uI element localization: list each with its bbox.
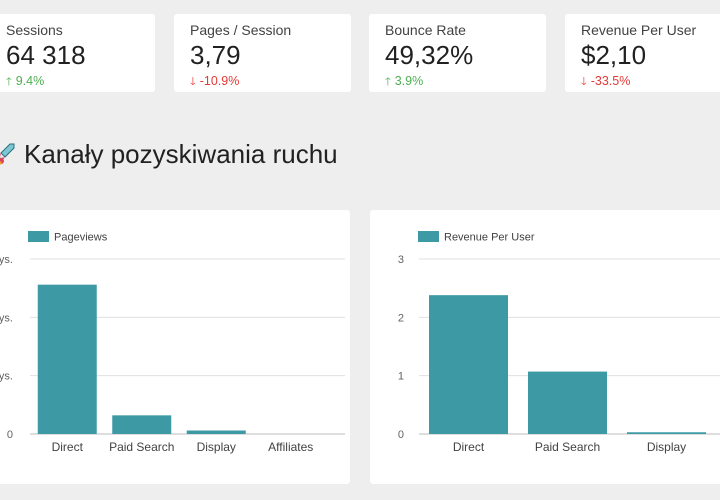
pageviews-bar-chart: Pageviews 0 0 tys. 0 tys. 0 tys. Direct Paid … <box>0 231 345 454</box>
kpi-label: Pages / Session <box>190 22 292 38</box>
kpi-card-revenue-per-user[interactable]: Revenue Per User $2,10 🡓 -33.5% <box>565 14 720 92</box>
arrow-down-icon: 🡓 <box>581 76 587 88</box>
kpi-delta: 🡓 -33.5% <box>581 73 714 90</box>
kpi-delta-value: -33.5% <box>590 74 631 88</box>
x-category-label: Affiliates <box>268 440 313 454</box>
x-category-label: Paid Search <box>535 440 600 454</box>
y-tick-label: 3 <box>398 254 404 266</box>
kpi-delta-value: 3.9% <box>394 74 424 88</box>
kpi-delta-value: -10.9% <box>199 74 240 88</box>
kpi-delta: 🡓 -10.9% <box>190 73 335 90</box>
arrow-down-icon: 🡓 <box>190 76 196 88</box>
kpi-label: Revenue Per User <box>581 22 697 38</box>
kpi-value: 64 318 <box>6 40 86 70</box>
kpi-card-sessions[interactable]: Sessions 64 318 🡑 9.4% <box>0 14 155 92</box>
arrow-up-icon: 🡑 <box>6 76 12 88</box>
x-category-label: Direct <box>453 440 485 454</box>
kpi-delta: 🡑 3.9% <box>385 73 530 90</box>
y-tick-label: 0 <box>398 429 404 441</box>
legend-label: Pageviews <box>54 232 108 244</box>
y-tick-label: 0 tys. <box>0 371 13 383</box>
kpi-value: 49,32% <box>385 40 474 70</box>
arrow-up-icon: 🡑 <box>385 76 391 88</box>
y-tick-label: 2 <box>398 312 404 324</box>
revenue-per-user-chart-panel: Revenue Per User 0 1 2 3 Direct Paid Search Di… <box>370 210 720 484</box>
kpi-label: Sessions <box>6 22 63 38</box>
section-heading: Kanały pozyskiwania ruchu <box>0 138 338 170</box>
rocket-icon <box>0 143 15 165</box>
section-title: Kanały pozyskiwania ruchu <box>24 138 338 169</box>
kpi-delta: 🡑 9.4% <box>6 73 139 90</box>
revenue-per-user-bar-chart: Revenue Per User 0 1 2 3 Direct Paid Search Di… <box>398 231 720 454</box>
bar-paid-search[interactable] <box>112 415 172 434</box>
pageviews-chart-panel: Pageviews 0 0 tys. 0 tys. 0 tys. Direct Paid … <box>0 210 350 484</box>
kpi-card-bounce-rate[interactable]: Bounce Rate 49,32% 🡑 3.9% <box>369 14 546 92</box>
y-tick-label: 0 tys. <box>0 312 13 324</box>
legend-swatch <box>28 231 49 242</box>
x-category-label: Display <box>197 440 236 454</box>
kpi-value: 3,79 <box>190 40 241 70</box>
bar-display[interactable] <box>186 430 246 435</box>
kpi-card-pages-per-session[interactable]: Pages / Session 3,79 🡓 -10.9% <box>174 14 351 92</box>
legend-swatch <box>418 231 439 242</box>
bar-direct[interactable] <box>429 295 508 434</box>
kpi-delta-value: 9.4% <box>15 74 45 88</box>
x-category-label: Direct <box>52 440 84 454</box>
bar-direct[interactable] <box>37 284 97 434</box>
y-tick-label: 0 <box>7 429 13 441</box>
bar-paid-search[interactable] <box>528 371 607 434</box>
legend-label: Revenue Per User <box>444 232 535 244</box>
x-category-label: Display <box>647 440 686 454</box>
kpi-value: $2,10 <box>581 40 647 70</box>
y-tick-label: 1 <box>398 371 404 383</box>
y-tick-label: 0 tys. <box>0 254 13 266</box>
kpi-label: Bounce Rate <box>385 22 466 38</box>
x-category-label: Paid Search <box>109 440 174 454</box>
bar-display[interactable] <box>627 432 706 434</box>
